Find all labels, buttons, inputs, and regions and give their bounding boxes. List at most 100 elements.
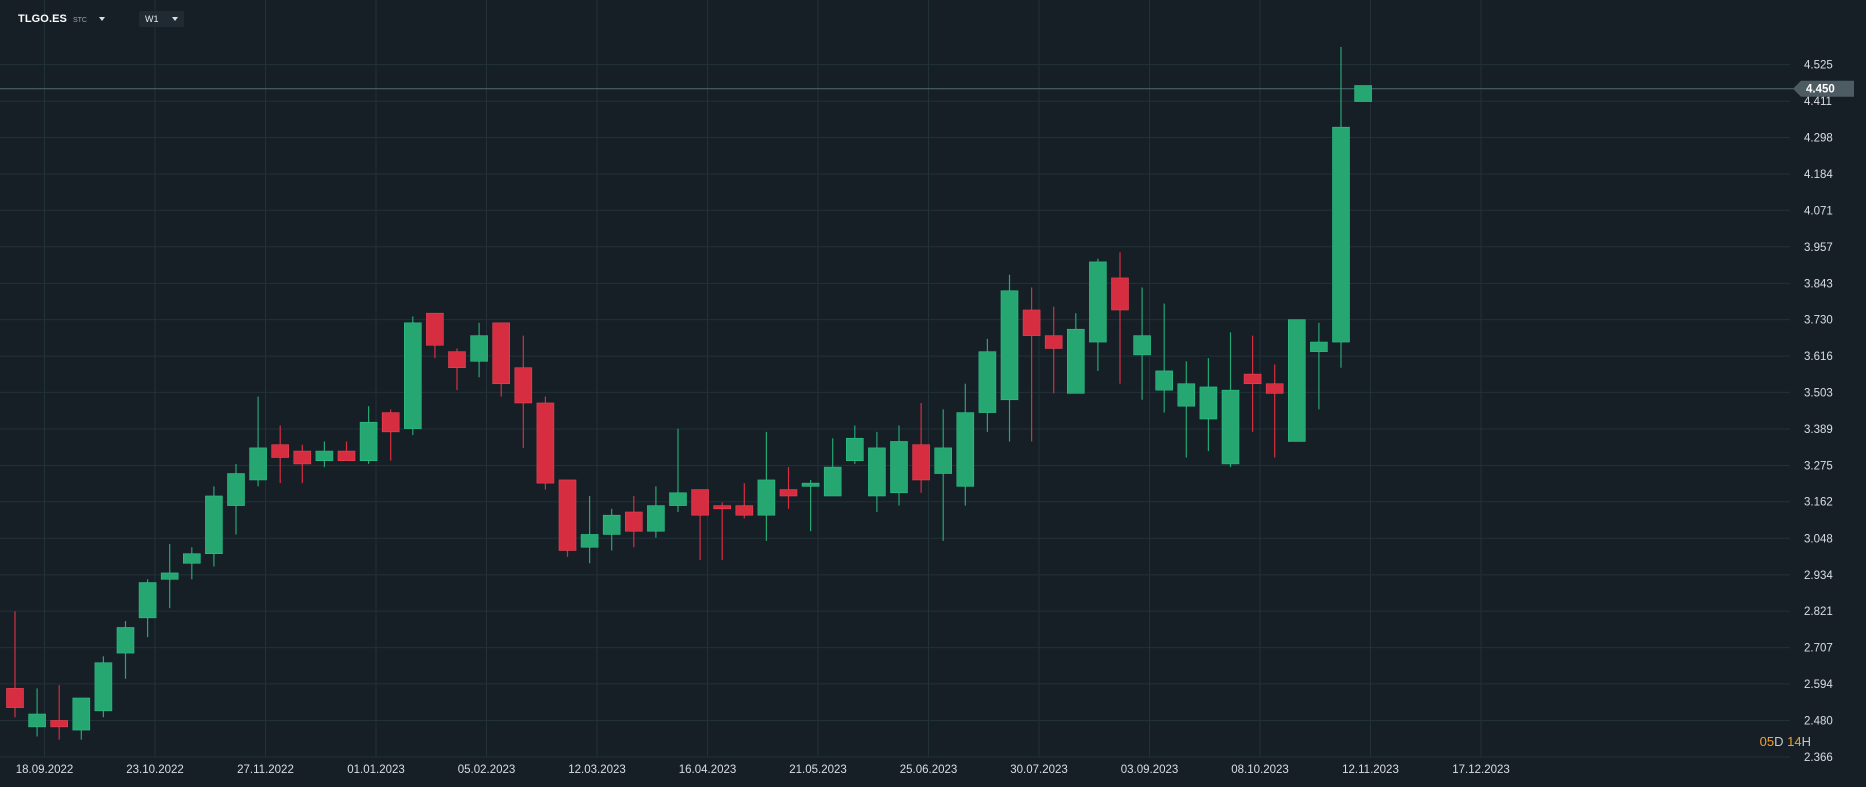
- candle-up[interactable]: [1155, 303, 1173, 413]
- candle-up[interactable]: [757, 431, 776, 541]
- candle-up[interactable]: [28, 688, 46, 737]
- symbol-selector[interactable]: TLGO.ES STC: [14, 11, 109, 27]
- candle-up[interactable]: [315, 441, 334, 468]
- candle-countdown: 05D 14H: [1760, 734, 1811, 749]
- candle-down[interactable]: [1022, 287, 1041, 442]
- candle-body: [1265, 383, 1284, 394]
- candle-up[interactable]: [1089, 258, 1107, 371]
- candle-up[interactable]: [1221, 332, 1240, 468]
- candle-body: [779, 489, 798, 497]
- candle-body: [492, 322, 511, 385]
- candle-up[interactable]: [1199, 358, 1218, 452]
- candle-body: [669, 492, 687, 506]
- candle-down[interactable]: [624, 495, 643, 548]
- candle-down[interactable]: [6, 611, 24, 718]
- candle-body: [293, 450, 312, 465]
- y-tick-label: 3.048: [1804, 533, 1833, 545]
- y-tick-label: 3.730: [1804, 315, 1833, 327]
- countdown-hours: 14: [1787, 734, 1802, 749]
- candle-body: [315, 450, 334, 461]
- candle-up[interactable]: [868, 431, 886, 513]
- candle-body: [183, 553, 201, 564]
- countdown-days-unit: D: [1774, 734, 1784, 749]
- candle-body: [271, 444, 290, 458]
- candle-body: [890, 441, 908, 494]
- candle-down[interactable]: [50, 685, 69, 740]
- candle-down[interactable]: [1044, 306, 1063, 394]
- candle-up[interactable]: [227, 463, 245, 535]
- candle-up[interactable]: [801, 479, 820, 532]
- candle-down[interactable]: [558, 479, 577, 557]
- candle-up[interactable]: [669, 428, 687, 513]
- candle-body: [823, 466, 842, 497]
- x-tick-label: 12.03.2023: [568, 764, 626, 776]
- candle-body: [1044, 335, 1063, 349]
- candle-up[interactable]: [359, 406, 378, 464]
- timeframe-label: W1: [144, 14, 159, 24]
- time-axis[interactable]: 18.09.2022 23.10.2022 27.11.2022 01.01.2023…: [16, 764, 1510, 776]
- candle-down[interactable]: [448, 348, 466, 391]
- candle-down[interactable]: [1111, 252, 1129, 384]
- candle-body: [426, 312, 444, 346]
- y-tick-label: 2.594: [1804, 679, 1833, 691]
- candle-down[interactable]: [1265, 364, 1284, 458]
- candle-up[interactable]: [1000, 274, 1019, 442]
- y-tick-label: 4.184: [1804, 169, 1833, 181]
- candle-down[interactable]: [779, 467, 798, 509]
- candle-down[interactable]: [1243, 335, 1262, 432]
- x-tick-label: 05.02.2023: [458, 764, 516, 776]
- candle-down[interactable]: [912, 402, 930, 493]
- candle-body: [1221, 389, 1240, 465]
- candle-up[interactable]: [1177, 361, 1196, 458]
- candle-up[interactable]: [160, 544, 179, 609]
- candle-up[interactable]: [72, 697, 91, 740]
- candle-up[interactable]: [1067, 313, 1085, 394]
- candle-down[interactable]: [735, 483, 754, 519]
- x-tick-label: 16.04.2023: [679, 764, 737, 776]
- chevron-down-icon: [172, 17, 179, 21]
- candle-up[interactable]: [956, 383, 975, 506]
- candle-up[interactable]: [845, 425, 864, 464]
- candle-down[interactable]: [514, 335, 533, 448]
- candle-up[interactable]: [183, 547, 201, 580]
- price-axis[interactable]: 4.525 4.411 4.298 4.184 4.071 3.957 3.843 3.730…: [1804, 60, 1833, 764]
- candle-up[interactable]: [94, 656, 113, 718]
- candle-up[interactable]: [978, 338, 997, 432]
- candle-up[interactable]: [1354, 85, 1372, 102]
- candle-down[interactable]: [337, 441, 356, 461]
- x-tick-label: 18.09.2022: [16, 764, 74, 776]
- candle-up[interactable]: [403, 316, 422, 436]
- candle-up[interactable]: [647, 486, 665, 538]
- candle-up[interactable]: [116, 621, 135, 679]
- candle-up[interactable]: [1332, 47, 1350, 368]
- candle-down[interactable]: [536, 396, 555, 490]
- y-tick-label: 2.934: [1804, 570, 1833, 582]
- candle-up[interactable]: [934, 409, 953, 541]
- candle-up[interactable]: [470, 322, 488, 378]
- candle-down[interactable]: [381, 409, 400, 461]
- candle-up[interactable]: [1288, 319, 1306, 442]
- candle-down[interactable]: [426, 312, 444, 359]
- candle-down[interactable]: [691, 489, 709, 561]
- candle-up[interactable]: [249, 396, 267, 487]
- candle-up[interactable]: [823, 438, 842, 497]
- candle-up[interactable]: [1310, 322, 1328, 410]
- candle-down[interactable]: [271, 425, 290, 484]
- candle-down[interactable]: [293, 444, 312, 484]
- candle-up[interactable]: [602, 508, 621, 551]
- timeframe-selector[interactable]: W1: [138, 11, 185, 27]
- candle-up[interactable]: [580, 495, 599, 564]
- candle-body: [1022, 309, 1041, 336]
- candles[interactable]: [6, 47, 1372, 740]
- x-tick-label: 17.12.2023: [1452, 764, 1510, 776]
- candle-body: [580, 534, 599, 548]
- candle-up[interactable]: [205, 486, 223, 567]
- candle-up[interactable]: [890, 425, 908, 506]
- y-tick-label: 4.525: [1804, 60, 1833, 72]
- candle-down[interactable]: [713, 502, 732, 561]
- candle-up[interactable]: [1133, 287, 1151, 400]
- chart-grid: [0, 0, 1790, 758]
- candle-down[interactable]: [492, 322, 511, 397]
- candle-up[interactable]: [138, 579, 157, 638]
